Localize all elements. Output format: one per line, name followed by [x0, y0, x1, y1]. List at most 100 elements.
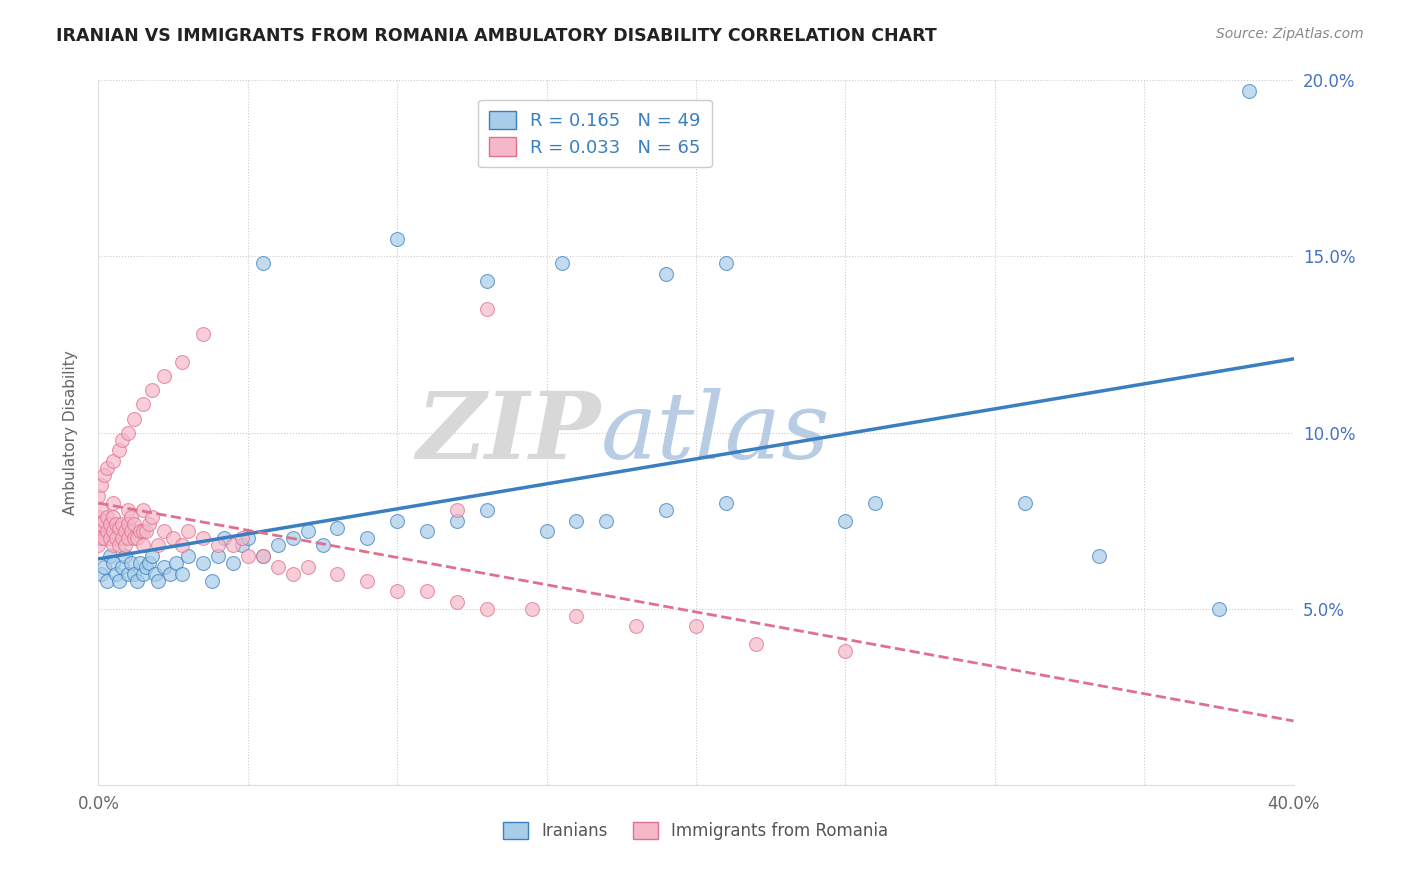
Point — [127, 574, 149, 588]
Point — [281, 566, 304, 581]
Point — [595, 514, 617, 528]
Point — [132, 397, 155, 411]
Point — [98, 517, 122, 532]
Point — [520, 601, 543, 615]
Point — [1014, 496, 1036, 510]
Point — [114, 524, 136, 539]
Point — [124, 566, 146, 581]
Point — [105, 531, 128, 545]
Point — [117, 531, 139, 545]
Point — [114, 538, 136, 552]
Point — [385, 514, 409, 528]
Text: ZIP: ZIP — [416, 388, 600, 477]
Point — [356, 531, 378, 545]
Point — [745, 637, 768, 651]
Point — [1208, 601, 1230, 615]
Point — [141, 549, 163, 563]
Point — [111, 559, 134, 574]
Point — [103, 556, 125, 570]
Point — [93, 514, 115, 528]
Point — [117, 503, 139, 517]
Point — [132, 566, 155, 581]
Point — [132, 524, 155, 539]
Point — [201, 574, 224, 588]
Point — [98, 549, 122, 563]
Point — [124, 517, 146, 532]
Point — [162, 531, 184, 545]
Point — [626, 619, 648, 633]
Point — [138, 517, 160, 532]
Point — [207, 538, 229, 552]
Point — [177, 524, 200, 539]
Point — [222, 538, 245, 552]
Point — [685, 619, 707, 633]
Point — [93, 559, 115, 574]
Point — [714, 256, 737, 270]
Point — [536, 524, 558, 539]
Point — [714, 496, 737, 510]
Point — [207, 549, 229, 563]
Point — [1237, 84, 1260, 98]
Point — [108, 538, 131, 552]
Text: IRANIAN VS IMMIGRANTS FROM ROMANIA AMBULATORY DISABILITY CORRELATION CHART: IRANIAN VS IMMIGRANTS FROM ROMANIA AMBUL… — [56, 27, 936, 45]
Point — [416, 584, 439, 599]
Point — [117, 566, 139, 581]
Point — [135, 524, 157, 539]
Point — [103, 454, 125, 468]
Point — [111, 531, 134, 545]
Point — [267, 559, 290, 574]
Point — [326, 521, 349, 535]
Point — [231, 538, 253, 552]
Point — [90, 503, 112, 517]
Point — [96, 510, 118, 524]
Point — [105, 566, 128, 581]
Point — [148, 538, 170, 552]
Point — [141, 510, 163, 524]
Point — [98, 531, 122, 545]
Point — [153, 524, 176, 539]
Point — [87, 510, 110, 524]
Point — [834, 514, 856, 528]
Point — [132, 503, 155, 517]
Point — [252, 549, 274, 563]
Point — [111, 433, 134, 447]
Point — [222, 556, 245, 570]
Point — [267, 538, 290, 552]
Point — [117, 517, 139, 532]
Point — [105, 517, 128, 532]
Point — [212, 531, 235, 545]
Point — [416, 524, 439, 539]
Point — [103, 524, 125, 539]
Point — [159, 566, 181, 581]
Point — [281, 531, 304, 545]
Point — [475, 302, 498, 317]
Point — [655, 503, 678, 517]
Point — [446, 595, 468, 609]
Point — [311, 538, 333, 552]
Point — [191, 326, 214, 341]
Point — [96, 524, 118, 539]
Point — [475, 503, 498, 517]
Point — [90, 566, 112, 581]
Point — [385, 584, 409, 599]
Point — [96, 574, 118, 588]
Point — [446, 514, 468, 528]
Point — [103, 496, 125, 510]
Point — [120, 524, 142, 539]
Y-axis label: Ambulatory Disability: Ambulatory Disability — [63, 351, 77, 515]
Point — [90, 531, 112, 545]
Point — [87, 524, 110, 539]
Point — [111, 517, 134, 532]
Point — [191, 531, 214, 545]
Point — [108, 521, 131, 535]
Point — [120, 510, 142, 524]
Point — [90, 517, 112, 532]
Point — [565, 608, 588, 623]
Point — [550, 256, 572, 270]
Point — [236, 549, 259, 563]
Point — [172, 355, 194, 369]
Point — [356, 574, 378, 588]
Point — [124, 411, 146, 425]
Point — [90, 478, 112, 492]
Point — [103, 538, 125, 552]
